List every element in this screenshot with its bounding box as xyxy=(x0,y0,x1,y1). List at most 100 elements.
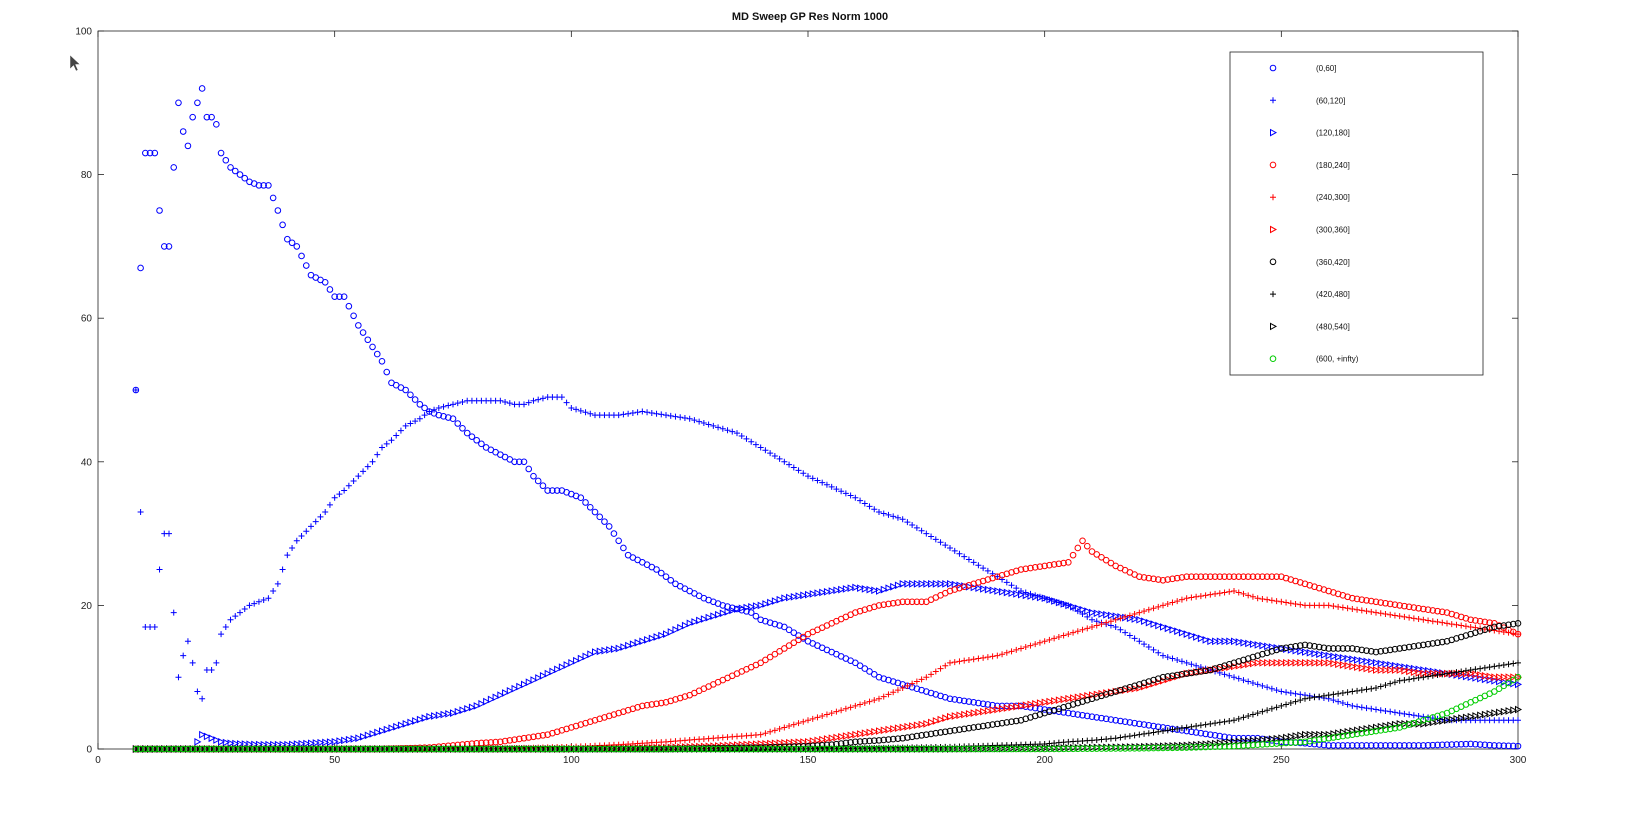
data-point xyxy=(1349,662,1357,671)
data-point xyxy=(800,470,807,477)
data-point xyxy=(1226,637,1234,646)
data-point xyxy=(1178,725,1185,732)
data-point xyxy=(1377,722,1385,731)
data-point xyxy=(1083,712,1091,720)
data-point xyxy=(270,588,277,595)
data-point xyxy=(662,745,670,753)
data-point xyxy=(852,659,859,667)
data-point xyxy=(814,714,821,721)
data-point xyxy=(956,711,964,720)
data-point xyxy=(757,740,765,748)
data-point xyxy=(1439,717,1447,725)
data-point xyxy=(336,737,344,745)
data-point xyxy=(1330,730,1338,738)
data-point xyxy=(1477,671,1485,679)
data-point xyxy=(643,745,651,753)
data-point xyxy=(1406,664,1414,672)
data-point xyxy=(885,600,892,608)
data-point xyxy=(284,745,291,753)
data-point xyxy=(1240,714,1247,721)
data-point xyxy=(941,745,949,753)
data-point xyxy=(1249,593,1256,600)
data-point xyxy=(1372,648,1380,656)
data-point xyxy=(1173,671,1181,679)
data-point xyxy=(1500,622,1508,629)
data-point xyxy=(241,174,249,182)
data-point xyxy=(288,239,296,247)
data-point xyxy=(629,640,637,649)
data-point xyxy=(1453,741,1460,748)
data-point xyxy=(1150,744,1157,752)
data-point xyxy=(766,653,774,661)
data-point xyxy=(1415,742,1422,749)
data-point xyxy=(923,720,931,728)
data-point xyxy=(852,583,860,592)
data-point xyxy=(577,745,585,753)
data-point xyxy=(937,539,944,546)
data-point xyxy=(880,585,888,594)
data-point xyxy=(1188,723,1195,730)
data-point xyxy=(1102,556,1110,564)
data-point xyxy=(1316,693,1323,700)
data-point xyxy=(700,615,708,623)
data-point xyxy=(407,745,414,753)
legend-marker xyxy=(1270,322,1278,331)
data-point xyxy=(918,686,925,694)
data-point xyxy=(1022,745,1030,753)
data-point xyxy=(1117,615,1124,622)
legend-label: (180,240] xyxy=(1316,161,1350,170)
data-point xyxy=(1226,588,1233,595)
data-point xyxy=(913,598,921,606)
data-point xyxy=(1387,721,1395,730)
data-point xyxy=(724,603,731,610)
data-point xyxy=(1221,637,1229,646)
data-point xyxy=(307,745,315,753)
data-point xyxy=(1050,561,1058,568)
data-point xyxy=(1405,742,1413,749)
data-point xyxy=(1221,662,1228,670)
data-point xyxy=(303,528,310,535)
data-point xyxy=(1041,745,1048,753)
data-point xyxy=(885,745,892,753)
data-point xyxy=(1496,677,1504,686)
data-point xyxy=(904,734,911,741)
data-point xyxy=(587,650,595,659)
data-point xyxy=(904,598,911,606)
data-point xyxy=(1481,741,1489,749)
data-point xyxy=(1074,711,1082,718)
data-point xyxy=(918,527,925,534)
data-point xyxy=(852,702,859,709)
data-point xyxy=(251,600,258,607)
data-point xyxy=(1211,743,1219,751)
data-point xyxy=(1410,643,1418,650)
data-point xyxy=(199,730,207,739)
data-point xyxy=(1481,626,1489,634)
data-point xyxy=(1264,707,1271,714)
data-point xyxy=(989,586,997,595)
data-point xyxy=(1036,699,1044,707)
data-point xyxy=(1481,671,1489,680)
data-point xyxy=(733,745,741,753)
data-point xyxy=(719,602,727,609)
data-point xyxy=(1249,659,1257,668)
data-point xyxy=(1188,573,1195,580)
data-point xyxy=(1131,732,1138,739)
data-point xyxy=(1382,742,1389,749)
data-point xyxy=(1515,705,1523,714)
data-point xyxy=(1382,726,1389,733)
data-point xyxy=(691,417,698,424)
data-point xyxy=(1003,649,1010,656)
data-point xyxy=(1391,645,1399,653)
data-point xyxy=(1424,741,1432,749)
data-point xyxy=(1382,666,1390,674)
data-point xyxy=(657,569,665,577)
data-point xyxy=(980,707,988,716)
data-point xyxy=(1354,656,1362,664)
data-point xyxy=(1254,710,1261,717)
data-point xyxy=(899,580,907,588)
data-point xyxy=(1169,726,1176,733)
data-point xyxy=(1302,658,1310,667)
data-point xyxy=(1211,573,1219,580)
data-point xyxy=(799,745,807,753)
data-point xyxy=(582,719,589,727)
